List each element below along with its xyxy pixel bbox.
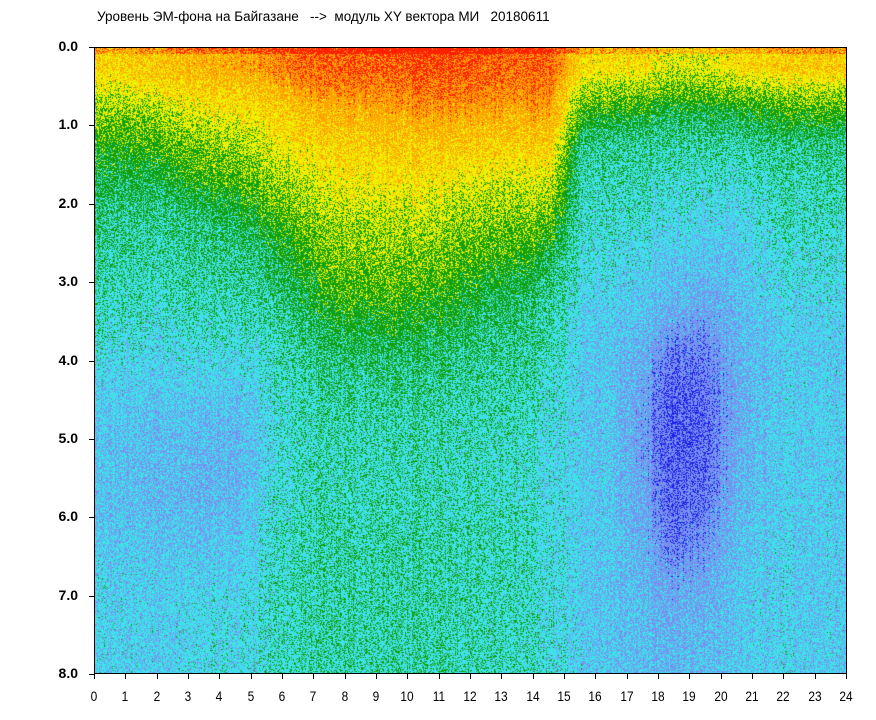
x-tick-label: 15	[557, 688, 571, 704]
x-tick-label: 6	[278, 688, 286, 704]
y-tick-label: 6.0	[58, 508, 78, 525]
x-tick-mark	[501, 674, 503, 679]
x-tick-mark	[752, 674, 753, 679]
x-tick-label: 7	[310, 688, 317, 704]
y-tick-mark	[89, 203, 94, 205]
heatmap-canvas	[95, 48, 846, 673]
x-tick-mark	[94, 674, 95, 679]
x-tick-mark	[219, 674, 221, 679]
y-tick-label: 4.0	[58, 351, 78, 368]
x-tick-label: 10	[400, 688, 414, 704]
y-tick-mark	[89, 438, 94, 440]
y-tick-mark	[89, 517, 94, 519]
x-tick-mark	[783, 674, 785, 679]
x-tick-label: 23	[808, 688, 822, 704]
x-tick-label: 0	[90, 688, 98, 704]
x-tick-label: 3	[184, 688, 192, 704]
y-tick-label: 0.0	[58, 38, 78, 54]
y-tick-label: 5.0	[58, 429, 78, 446]
x-tick-label: 12	[463, 688, 477, 704]
x-tick-label: 19	[682, 688, 696, 704]
x-tick-mark	[595, 674, 597, 679]
x-tick-label: 4	[216, 688, 223, 704]
x-tick-label: 11	[432, 688, 445, 704]
x-tick-label: 2	[153, 688, 160, 704]
x-tick-mark	[188, 674, 189, 679]
x-tick-label: 21	[745, 688, 759, 704]
y-tick-mark	[89, 674, 94, 675]
x-tick-label: 17	[620, 688, 634, 704]
x-tick-mark	[156, 674, 158, 679]
y-tick-mark	[89, 595, 94, 597]
x-tick-label: 13	[494, 688, 508, 704]
x-tick-mark	[532, 674, 534, 679]
x-tick-mark	[814, 674, 816, 679]
x-tick-mark	[564, 674, 565, 679]
y-tick-label: 8.0	[58, 665, 78, 681]
x-tick-mark	[658, 674, 659, 679]
y-tick-label: 2.0	[58, 194, 78, 211]
y-tick-label: 3.0	[58, 273, 78, 290]
x-tick-mark	[689, 674, 691, 679]
y-tick-mark	[89, 360, 94, 362]
x-tick-mark	[438, 674, 440, 679]
x-tick-label: 16	[588, 688, 602, 704]
x-tick-mark	[313, 674, 315, 679]
chart-title: Уровень ЭМ-фона на Байгазане --> модуль …	[97, 9, 550, 24]
x-tick-label: 5	[247, 688, 254, 704]
x-tick-mark	[125, 674, 127, 679]
x-tick-mark	[846, 674, 847, 679]
x-tick-mark	[250, 674, 252, 679]
x-tick-label: 24	[839, 688, 853, 704]
x-tick-label: 9	[372, 688, 380, 704]
x-tick-label: 8	[341, 688, 348, 704]
y-tick-mark	[89, 125, 94, 127]
x-tick-label: 14	[526, 688, 540, 704]
x-tick-mark	[720, 674, 722, 679]
x-tick-mark	[626, 674, 628, 679]
y-tick-mark	[89, 282, 94, 284]
x-tick-mark	[344, 674, 346, 679]
x-tick-mark	[407, 674, 409, 679]
x-tick-mark	[282, 674, 283, 679]
plot-frame	[94, 47, 847, 674]
x-tick-mark	[376, 674, 377, 679]
x-tick-label: 20	[714, 688, 728, 704]
x-tick-mark	[470, 674, 471, 679]
x-tick-label: 18	[651, 688, 665, 704]
x-tick-label: 22	[776, 688, 790, 704]
y-tick-mark	[89, 47, 94, 48]
y-tick-label: 1.0	[58, 116, 78, 133]
x-tick-label: 1	[122, 688, 129, 704]
y-tick-label: 7.0	[58, 586, 78, 603]
